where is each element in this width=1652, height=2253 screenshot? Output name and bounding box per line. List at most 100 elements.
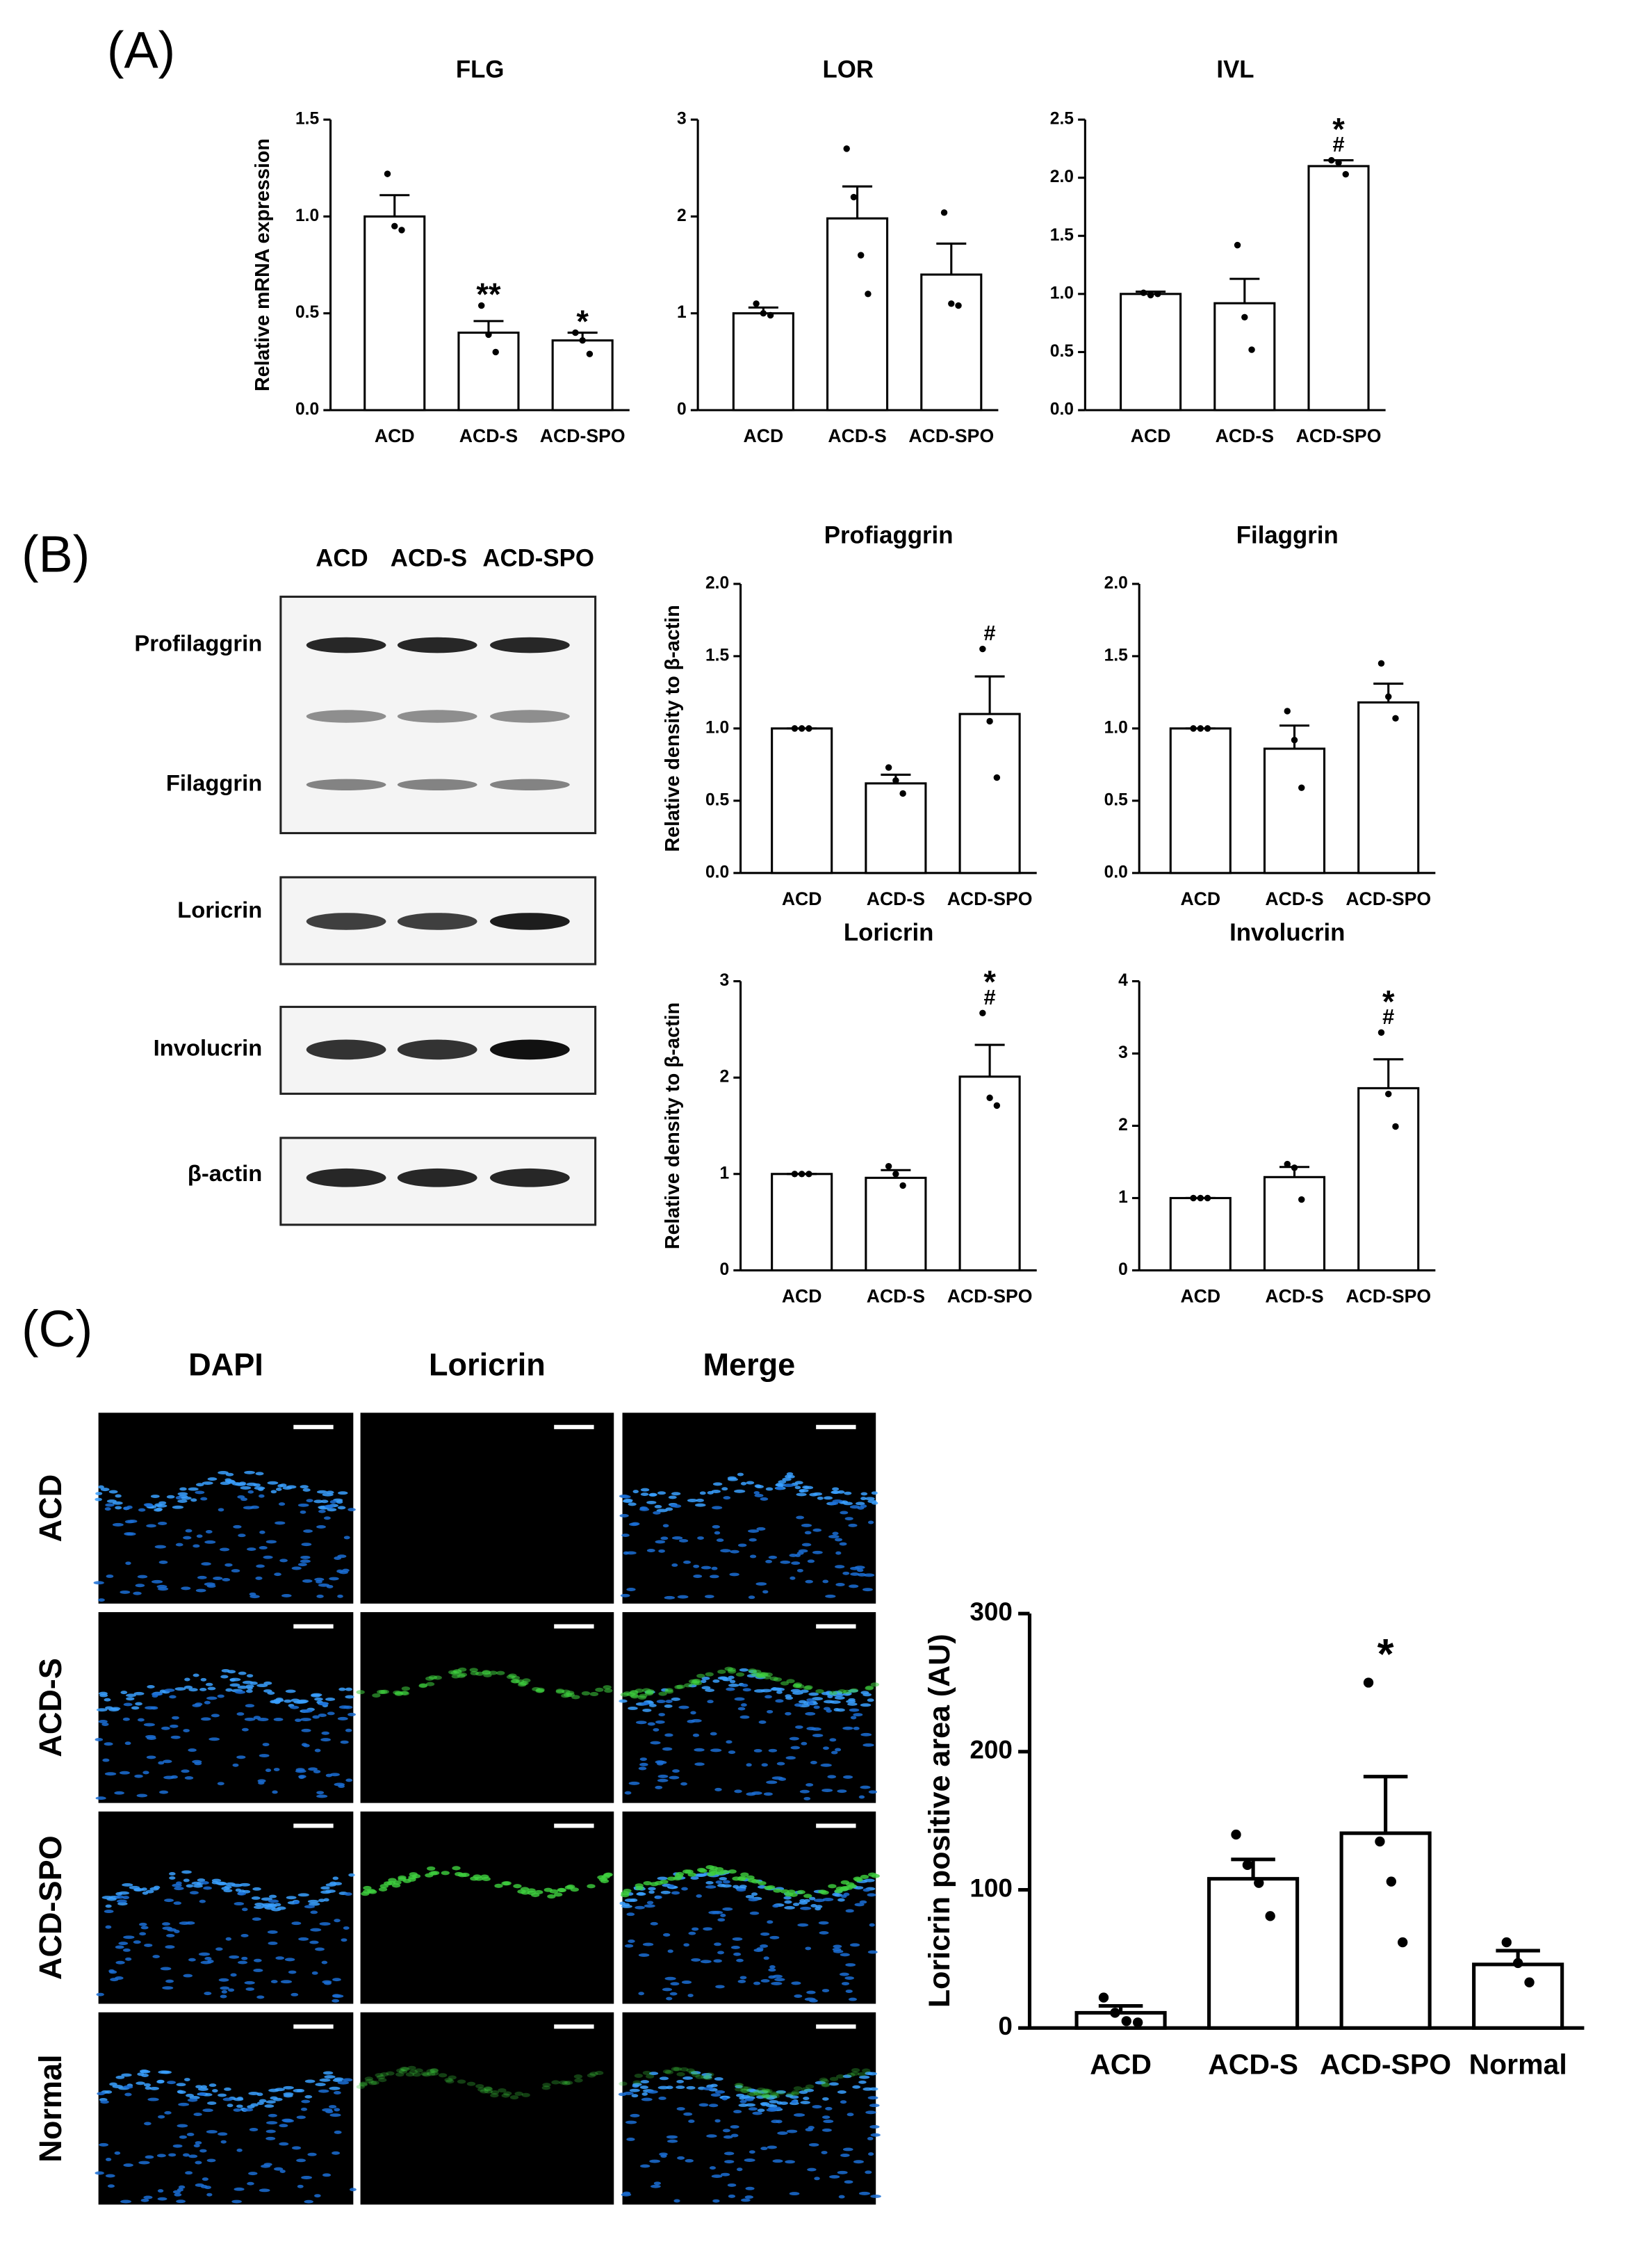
nucleus xyxy=(169,1695,177,1699)
nucleus xyxy=(240,1497,248,1502)
nucleus xyxy=(166,1933,175,1937)
nucleus xyxy=(667,1949,673,1953)
nucleus xyxy=(825,1594,836,1598)
data-point xyxy=(899,790,906,797)
data-point xyxy=(1147,291,1154,299)
nucleus xyxy=(195,2161,202,2165)
nucleus xyxy=(696,1894,702,1898)
loricrin-signal xyxy=(480,2089,489,2094)
data-point xyxy=(1098,1992,1109,2003)
nucleus xyxy=(712,1679,720,1683)
blot-band xyxy=(397,913,477,930)
nucleus xyxy=(804,1531,812,1535)
nucleus xyxy=(279,1483,287,1488)
nucleus xyxy=(862,1888,871,1892)
nucleus xyxy=(823,1746,829,1750)
nucleus xyxy=(164,1898,174,1903)
micrograph xyxy=(360,1811,614,2004)
loricrin-signal xyxy=(865,1686,874,1691)
nucleus xyxy=(147,2097,159,2101)
data-point xyxy=(1234,241,1241,249)
nucleus xyxy=(195,1702,203,1707)
loricrin-signal xyxy=(379,1884,389,1889)
data-point xyxy=(1132,2017,1143,2028)
nucleus xyxy=(301,1543,312,1547)
x-tick-label: ACD-SPO xyxy=(908,425,994,446)
nucleus xyxy=(104,1507,111,1511)
nucleus xyxy=(676,2107,685,2111)
nucleus xyxy=(319,1922,331,1926)
nucleus xyxy=(800,1906,812,1910)
loricrin-signal xyxy=(642,2070,652,2075)
nucleus xyxy=(227,1480,236,1484)
nucleus xyxy=(337,1716,348,1721)
nucleus xyxy=(184,1677,190,1682)
nucleus xyxy=(105,1925,112,1929)
nucleus xyxy=(121,2073,132,2077)
nucleus xyxy=(803,1486,814,1490)
nucleus xyxy=(302,1488,311,1492)
nucleus xyxy=(195,1490,205,1495)
loricrin-signal xyxy=(634,2073,644,2079)
nucleus xyxy=(833,1949,844,1953)
nucleus xyxy=(316,1794,328,1798)
nucleus xyxy=(178,2102,190,2106)
nucleus xyxy=(273,1768,280,1771)
nucleus xyxy=(334,1919,341,1923)
x-tick-label: ACD-SPO xyxy=(947,888,1033,909)
nucleus xyxy=(301,2176,313,2179)
nucleus xyxy=(763,1792,773,1796)
nucleus xyxy=(318,2089,329,2093)
nucleus xyxy=(657,1778,669,1782)
nucleus xyxy=(229,1683,240,1687)
nucleus xyxy=(678,1538,689,1543)
loricrin-signal xyxy=(363,1885,372,1890)
nucleus xyxy=(640,2164,651,2168)
nucleus xyxy=(316,1579,322,1584)
nucleus xyxy=(671,1891,680,1895)
loricrin-signal xyxy=(739,2088,749,2093)
nucleus xyxy=(233,1524,242,1529)
nucleus xyxy=(291,1992,299,1996)
loricrin-signal xyxy=(445,2079,455,2084)
nucleus xyxy=(256,1684,268,1688)
y-tick-label: 1.0 xyxy=(705,718,729,737)
loricrin-signal xyxy=(836,2074,845,2079)
loricrin-signal xyxy=(815,1689,824,1693)
loricrin-signal xyxy=(536,1688,545,1693)
error-bar xyxy=(1098,2003,1143,2013)
nucleus xyxy=(114,1791,124,1795)
nucleus xyxy=(664,1704,673,1708)
nucleus xyxy=(767,1920,774,1924)
nucleus xyxy=(242,1680,254,1684)
nucleus xyxy=(252,1917,261,1921)
nucleus xyxy=(297,1563,307,1567)
loricrin-signal xyxy=(407,2065,416,2070)
loricrin-signal xyxy=(761,2094,770,2099)
significance-mark: * xyxy=(1382,984,1395,1019)
nucleus xyxy=(760,1944,768,1948)
loricrin-signal xyxy=(868,1872,877,1877)
nucleus xyxy=(755,1485,764,1489)
nucleus xyxy=(803,1796,811,1800)
nucleus xyxy=(207,1477,218,1481)
nucleus xyxy=(632,2084,639,2088)
micrograph xyxy=(98,1612,354,1803)
nucleus xyxy=(115,1976,124,1980)
nucleus xyxy=(316,1490,327,1494)
nucleus xyxy=(296,2158,306,2163)
nucleus xyxy=(655,1785,663,1789)
nucleus xyxy=(95,2171,104,2175)
y-tick-label: 1 xyxy=(677,303,687,322)
nucleus xyxy=(311,1693,322,1697)
nucleus xyxy=(776,2090,786,2094)
nucleus xyxy=(806,1990,816,1994)
nucleus xyxy=(722,2129,730,2133)
nucleus xyxy=(105,2090,113,2094)
loricrin-signal xyxy=(746,2092,756,2097)
loricrin-signal xyxy=(710,1871,719,1876)
data-point xyxy=(979,645,986,653)
nucleus xyxy=(240,1486,252,1490)
loricrin-signal xyxy=(370,2081,379,2085)
nucleus xyxy=(183,1878,190,1882)
